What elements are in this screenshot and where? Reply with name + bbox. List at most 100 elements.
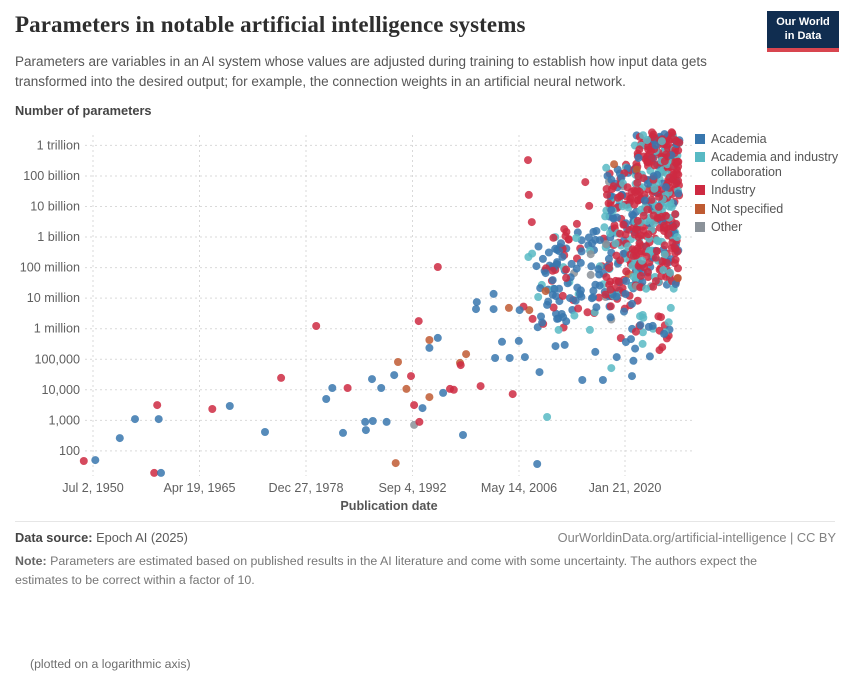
data-point[interactable] — [154, 415, 163, 424]
data-point[interactable] — [621, 338, 630, 347]
data-point[interactable] — [515, 306, 524, 315]
data-point[interactable] — [662, 150, 671, 159]
data-point[interactable] — [600, 223, 609, 232]
data-point[interactable] — [669, 170, 678, 179]
data-point[interactable] — [607, 364, 616, 373]
data-point[interactable] — [225, 402, 234, 410]
data-point[interactable] — [527, 218, 536, 227]
data-point[interactable] — [525, 306, 534, 315]
data-point[interactable] — [394, 358, 402, 366]
data-point[interactable] — [558, 252, 567, 261]
data-point[interactable] — [644, 142, 653, 151]
data-point[interactable] — [562, 265, 571, 274]
data-point[interactable] — [549, 233, 558, 242]
data-point[interactable] — [616, 192, 625, 201]
data-point[interactable] — [551, 342, 560, 351]
data-point[interactable] — [368, 375, 376, 384]
data-point[interactable] — [587, 294, 596, 303]
data-point[interactable] — [535, 368, 544, 377]
data-point[interactable] — [675, 138, 684, 147]
data-point[interactable] — [561, 232, 570, 241]
data-point[interactable] — [557, 239, 565, 248]
data-point[interactable] — [643, 158, 652, 167]
data-point[interactable] — [361, 426, 370, 435]
data-point[interactable] — [562, 273, 571, 282]
data-point[interactable] — [153, 401, 162, 410]
data-point[interactable] — [343, 384, 352, 392]
data-point[interactable] — [425, 343, 434, 352]
data-point[interactable] — [414, 317, 423, 326]
data-point[interactable] — [655, 346, 664, 355]
data-point[interactable] — [560, 225, 569, 234]
data-point[interactable] — [660, 250, 669, 259]
data-point[interactable] — [587, 262, 596, 271]
data-point[interactable] — [620, 307, 628, 316]
data-point[interactable] — [611, 276, 620, 285]
data-point[interactable] — [592, 303, 601, 312]
data-point[interactable] — [638, 339, 647, 348]
data-point[interactable] — [572, 219, 581, 228]
data-point[interactable] — [489, 289, 498, 298]
data-point[interactable] — [631, 327, 640, 336]
data-point[interactable] — [578, 376, 587, 384]
data-point[interactable] — [583, 308, 592, 317]
data-point[interactable] — [627, 193, 636, 202]
data-point[interactable] — [584, 233, 593, 242]
data-point[interactable] — [637, 205, 646, 214]
legend-item-other[interactable]: Other — [695, 220, 847, 234]
data-point[interactable] — [670, 259, 679, 268]
data-point[interactable] — [602, 240, 610, 249]
data-point[interactable] — [671, 244, 680, 253]
data-point[interactable] — [524, 190, 533, 199]
data-point[interactable] — [476, 382, 485, 391]
data-point[interactable] — [449, 385, 458, 394]
data-point[interactable] — [555, 247, 563, 255]
data-point[interactable] — [544, 248, 553, 257]
data-point[interactable] — [528, 314, 537, 323]
data-point[interactable] — [361, 417, 370, 426]
data-point[interactable] — [541, 269, 550, 278]
data-point[interactable] — [533, 460, 542, 468]
data-point[interactable] — [659, 266, 668, 275]
data-point[interactable] — [208, 405, 217, 413]
legend-item-academia-and-industry-collaboration[interactable]: Academia and industry collaboration — [695, 150, 847, 179]
data-point[interactable] — [664, 318, 673, 327]
data-point[interactable] — [659, 223, 668, 232]
data-point[interactable] — [667, 203, 676, 212]
data-point[interactable] — [505, 354, 514, 362]
data-point[interactable] — [602, 273, 611, 282]
data-point[interactable] — [610, 160, 619, 169]
data-point[interactable] — [560, 340, 569, 349]
data-point[interactable] — [634, 153, 643, 162]
data-point[interactable] — [390, 371, 399, 380]
data-point[interactable] — [672, 179, 681, 188]
data-point[interactable] — [648, 128, 656, 137]
data-point[interactable] — [567, 259, 576, 268]
data-point[interactable] — [462, 350, 471, 359]
data-point[interactable] — [418, 404, 427, 413]
data-point[interactable] — [553, 314, 562, 323]
data-point[interactable] — [638, 256, 646, 265]
data-point[interactable] — [543, 413, 552, 421]
data-point[interactable] — [622, 277, 631, 285]
data-point[interactable] — [150, 468, 159, 477]
data-point[interactable] — [514, 336, 523, 345]
data-point[interactable] — [261, 428, 269, 436]
data-point[interactable] — [439, 388, 448, 397]
data-point[interactable] — [456, 361, 465, 370]
data-point[interactable] — [574, 304, 583, 313]
data-point[interactable] — [407, 372, 415, 381]
data-point[interactable] — [576, 258, 585, 267]
data-point[interactable] — [115, 434, 124, 443]
data-point[interactable] — [433, 333, 442, 342]
data-point[interactable] — [635, 145, 644, 154]
data-point[interactable] — [658, 257, 667, 266]
data-point[interactable] — [576, 286, 585, 295]
data-point[interactable] — [538, 318, 547, 327]
data-point[interactable] — [508, 390, 517, 399]
data-point[interactable] — [651, 253, 660, 262]
data-point[interactable] — [616, 229, 624, 238]
data-point[interactable] — [592, 227, 601, 235]
data-point[interactable] — [410, 401, 419, 410]
data-point[interactable] — [636, 271, 645, 280]
